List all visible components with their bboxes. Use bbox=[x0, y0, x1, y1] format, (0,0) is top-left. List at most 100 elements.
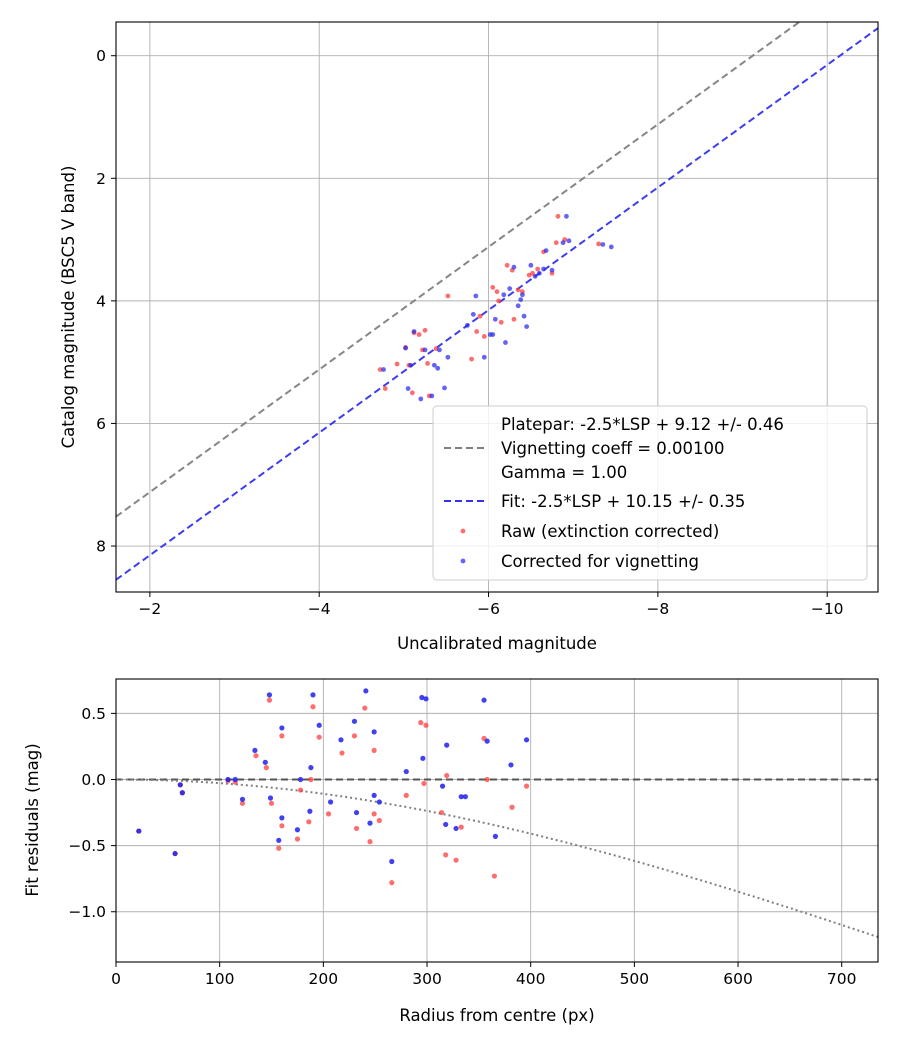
legend-corrected-label: Corrected for vignetting bbox=[501, 552, 699, 571]
residual-raw-point bbox=[443, 852, 449, 858]
residual-raw-point bbox=[276, 845, 282, 851]
residual-corrected-point bbox=[276, 837, 282, 843]
residual-corrected-point bbox=[389, 858, 395, 865]
bottom-x-tick-label: 400 bbox=[516, 970, 546, 988]
raw-point bbox=[416, 332, 422, 337]
residual-raw-point bbox=[371, 811, 377, 817]
corrected-point bbox=[405, 386, 411, 391]
residual-raw-point bbox=[389, 880, 395, 886]
residual-raw-point bbox=[325, 811, 332, 817]
corrected-point bbox=[481, 354, 487, 360]
residual-raw-point bbox=[376, 817, 382, 824]
corrected-point bbox=[608, 244, 614, 250]
legend-raw-label: Raw (extinction corrected) bbox=[501, 522, 719, 541]
bottom-x-axis-label: Radius from centre (px) bbox=[399, 1006, 594, 1025]
bottom-x-tick-label: 100 bbox=[205, 970, 235, 988]
residual-raw-point bbox=[310, 704, 316, 710]
bottom-y-tick-label: 0.0 bbox=[81, 771, 106, 789]
raw-point bbox=[596, 241, 601, 247]
corrected-point bbox=[549, 267, 555, 273]
raw-point bbox=[515, 287, 521, 293]
top-x-tick-label: −10 bbox=[811, 600, 844, 618]
residual-raw-point bbox=[371, 747, 377, 754]
residual-corrected-point bbox=[279, 815, 285, 821]
residual-raw-point bbox=[353, 825, 360, 832]
residual-raw-point bbox=[266, 697, 273, 703]
residual-corrected-point bbox=[267, 795, 274, 801]
residual-raw-point bbox=[279, 733, 285, 739]
residual-raw-point bbox=[523, 783, 530, 789]
residual-raw-point bbox=[509, 804, 515, 810]
residual-corrected-point bbox=[232, 776, 238, 783]
bottom-y-tick-label: 0.5 bbox=[81, 705, 106, 723]
raw-point bbox=[394, 361, 400, 367]
corrected-point bbox=[536, 270, 542, 276]
raw-point bbox=[494, 289, 500, 295]
residual-corrected-point bbox=[351, 718, 358, 724]
residual-corrected-point bbox=[307, 808, 313, 814]
residual-corrected-point bbox=[239, 796, 246, 802]
raw-point bbox=[511, 316, 517, 322]
residuals-chart: 0 100 200 300 400 500 600 700 0.5 0.0 −0.5 −1.0 Rad… bbox=[23, 678, 879, 1025]
residual-corrected-point bbox=[439, 783, 446, 789]
bottom-y-tick-label: −0.5 bbox=[68, 837, 106, 855]
residual-corrected-point bbox=[310, 692, 316, 698]
residual-corrected-point bbox=[484, 738, 490, 744]
top-y-tick-label: 2 bbox=[96, 170, 106, 188]
residual-corrected-point bbox=[492, 833, 499, 839]
corrected-point bbox=[518, 297, 524, 303]
raw-point bbox=[477, 313, 483, 319]
residual-raw-point bbox=[453, 857, 459, 863]
bottom-x-tick-label: 700 bbox=[827, 970, 857, 988]
corrected-point bbox=[503, 340, 508, 345]
corrected-point bbox=[437, 347, 442, 353]
residual-corrected-point bbox=[252, 747, 258, 754]
residual-raw-point bbox=[339, 750, 345, 756]
bottom-x-tick-label: 0 bbox=[111, 970, 121, 988]
residual-corrected-point bbox=[353, 809, 360, 816]
top-y-tick-label: 8 bbox=[96, 538, 106, 556]
corrected-point bbox=[445, 354, 451, 360]
legend-platepar-line2: Vignetting coeff = 0.00100 bbox=[501, 439, 725, 458]
top-scatter-points bbox=[377, 213, 614, 402]
residual-corrected-point bbox=[420, 755, 426, 761]
residual-corrected-point bbox=[172, 850, 178, 857]
legend-fit-label: Fit: -2.5*LSP + 10.15 +/- 0.35 bbox=[501, 492, 745, 511]
corrected-point bbox=[403, 345, 408, 351]
residual-corrected-point bbox=[266, 692, 273, 698]
legend-platepar-line3: Gamma = 1.00 bbox=[501, 463, 627, 482]
corrected-point bbox=[507, 286, 513, 292]
top-y-tick-label: 6 bbox=[96, 415, 106, 433]
corrected-point bbox=[524, 324, 530, 330]
corrected-point bbox=[600, 242, 606, 247]
residual-raw-point bbox=[403, 792, 409, 798]
residual-corrected-point bbox=[294, 827, 301, 833]
corrected-point bbox=[543, 248, 549, 254]
raw-point bbox=[490, 284, 496, 290]
raw-point bbox=[555, 213, 561, 219]
corrected-point bbox=[435, 365, 441, 371]
residual-corrected-point bbox=[297, 776, 304, 783]
corrected-point bbox=[515, 303, 521, 309]
bottom-x-tick-label: 200 bbox=[309, 970, 339, 988]
residual-corrected-point bbox=[367, 820, 373, 826]
residual-raw-point bbox=[367, 839, 373, 845]
bottom-reference-lines bbox=[116, 778, 878, 938]
residual-raw-point bbox=[421, 780, 427, 787]
raw-point bbox=[504, 262, 510, 268]
residual-corrected-point bbox=[136, 828, 142, 834]
raw-point bbox=[469, 356, 474, 362]
residual-corrected-point bbox=[371, 792, 377, 798]
residual-corrected-point bbox=[262, 759, 268, 765]
corrected-point bbox=[473, 293, 479, 299]
raw-point bbox=[377, 367, 383, 372]
residual-raw-point bbox=[491, 873, 498, 879]
corrected-point bbox=[470, 311, 476, 317]
top-x-tick-label: −2 bbox=[138, 600, 161, 618]
top-x-tick-label: −6 bbox=[477, 600, 500, 618]
top-y-tick-label: 4 bbox=[96, 292, 106, 310]
raw-point bbox=[382, 386, 388, 391]
top-x-tick-label: −4 bbox=[308, 600, 331, 618]
raw-point bbox=[425, 360, 430, 366]
corrected-point bbox=[442, 385, 447, 391]
